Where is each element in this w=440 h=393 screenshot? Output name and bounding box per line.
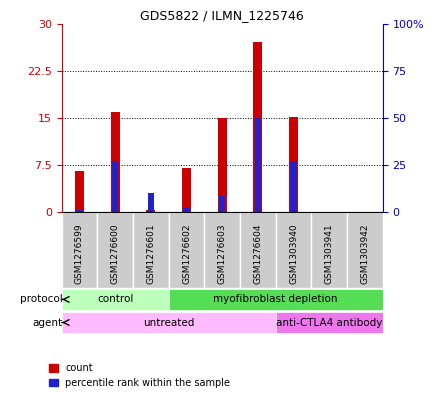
Text: GSM1303940: GSM1303940	[289, 224, 298, 284]
Text: untreated: untreated	[143, 318, 194, 327]
Bar	[111, 112, 120, 212]
Text: anti-CTLA4 antibody: anti-CTLA4 antibody	[276, 318, 382, 327]
Text: agent: agent	[32, 318, 62, 327]
Bar	[75, 171, 84, 212]
Text: GSM1276601: GSM1276601	[147, 224, 155, 284]
FancyBboxPatch shape	[62, 312, 276, 333]
Bar	[183, 208, 190, 212]
FancyBboxPatch shape	[133, 212, 169, 288]
Text: GSM1276599: GSM1276599	[75, 224, 84, 284]
FancyBboxPatch shape	[312, 212, 347, 288]
Bar	[289, 117, 298, 212]
Text: GSM1276600: GSM1276600	[110, 224, 120, 284]
Title: GDS5822 / ILMN_1225746: GDS5822 / ILMN_1225746	[140, 9, 304, 22]
Text: GSM1276603: GSM1276603	[218, 224, 227, 284]
Bar	[147, 211, 155, 212]
FancyBboxPatch shape	[347, 212, 383, 288]
Bar	[182, 168, 191, 212]
Text: GSM1303942: GSM1303942	[360, 224, 370, 284]
Bar	[76, 209, 83, 212]
Bar	[218, 118, 227, 212]
Text: GSM1303941: GSM1303941	[325, 224, 334, 284]
FancyBboxPatch shape	[169, 212, 204, 288]
FancyBboxPatch shape	[62, 289, 169, 310]
FancyBboxPatch shape	[204, 212, 240, 288]
Legend: count, percentile rank within the sample: count, percentile rank within the sample	[49, 363, 231, 388]
FancyBboxPatch shape	[240, 212, 276, 288]
Bar	[255, 118, 261, 212]
Bar	[290, 162, 297, 212]
FancyBboxPatch shape	[276, 312, 383, 333]
Bar	[219, 196, 225, 212]
Text: myofibroblast depletion: myofibroblast depletion	[213, 294, 338, 305]
FancyBboxPatch shape	[276, 212, 312, 288]
Text: GSM1276602: GSM1276602	[182, 224, 191, 284]
Text: control: control	[97, 294, 133, 305]
Bar	[112, 162, 118, 212]
FancyBboxPatch shape	[97, 212, 133, 288]
Bar	[147, 193, 154, 212]
Text: protocol: protocol	[19, 294, 62, 305]
FancyBboxPatch shape	[62, 212, 97, 288]
Bar	[253, 42, 262, 212]
FancyBboxPatch shape	[169, 289, 383, 310]
Text: GSM1276604: GSM1276604	[253, 224, 262, 284]
